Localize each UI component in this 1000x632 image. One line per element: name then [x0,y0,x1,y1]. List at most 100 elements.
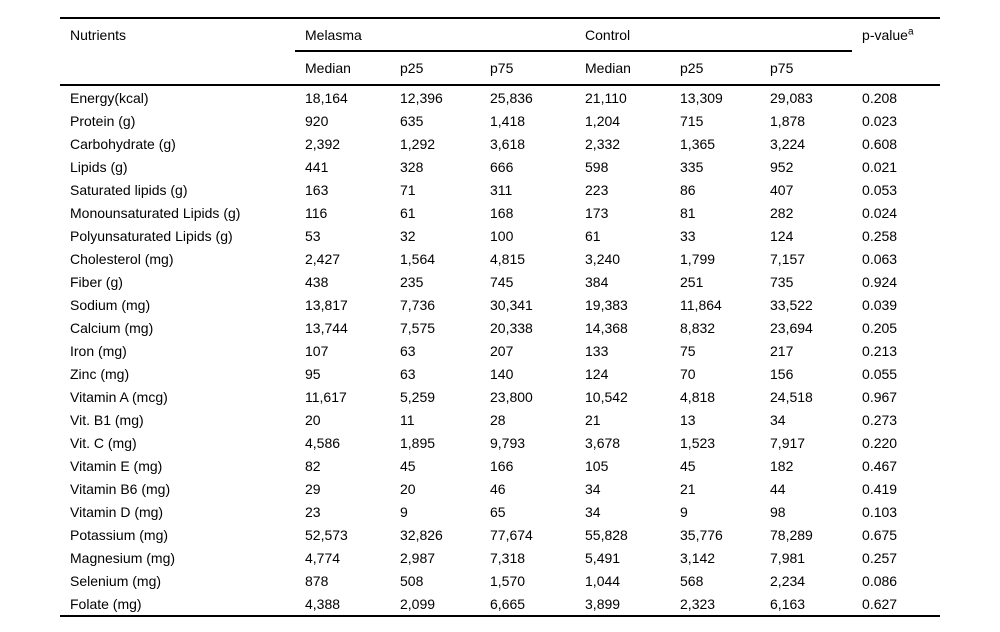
value-cell: 20 [400,480,416,497]
value-cell: 217 [770,342,794,359]
value-cell: 335 [680,158,704,175]
p-value-cell: 0.257 [862,549,898,566]
value-cell: 7,981 [770,549,806,566]
melasma-median-header: Median [295,51,390,86]
value-cell: 282 [770,204,794,221]
value-cell: 223 [585,181,609,198]
value-cell: 407 [770,181,794,198]
table-row: Protein (g) 920 635 1,418 1,204 715 1,878 0.023 [60,109,940,132]
value-cell: 920 [305,112,329,129]
value-cell: 568 [680,572,704,589]
p-value-cell: 0.419 [862,480,898,497]
value-cell: 61 [400,204,416,221]
value-cell: 33,522 [770,296,813,313]
value-cell: 163 [305,181,329,198]
nutrient-label-cell: Zinc (mg) [70,365,130,382]
value-cell: 133 [585,342,609,359]
p-value-cell: 0.039 [862,296,898,313]
value-cell: 438 [305,273,329,290]
p-value-cell: 0.675 [862,526,898,543]
footnote-marker: a [907,26,914,38]
value-cell: 21 [585,411,601,428]
table-row: Cholesterol (mg) 2,427 1,564 4,815 3,240 1,79… [60,247,940,270]
empty-subheader-cell [852,51,941,86]
melasma-p75-header: p75 [480,51,576,86]
value-cell: 9 [680,503,688,520]
value-cell: 1,878 [770,112,806,129]
p-value-cell: 0.273 [862,411,898,428]
value-cell: 140 [490,365,514,382]
p-value-cell: 0.467 [862,457,898,474]
value-cell: 4,586 [305,434,341,451]
value-cell: 20 [305,411,321,428]
value-cell: 25,836 [490,89,533,106]
value-cell: 2,427 [305,250,341,267]
table-row: Vitamin E (mg) 82 45 166 105 45 182 0.467 [60,454,940,477]
value-cell: 30,341 [490,296,533,313]
value-cell: 251 [680,273,704,290]
value-cell: 95 [305,365,321,382]
value-cell: 7,736 [400,296,436,313]
table-row: Folate (mg) 4,388 2,099 6,665 3,899 2,323 6,16… [60,592,940,616]
p-value-cell: 0.023 [862,112,898,129]
table-row: Polyunsaturated Lipids (g) 53 32 100 61 33 124… [60,224,940,247]
nutrients-column-header: Nutrients [70,27,127,43]
value-cell: 20,338 [490,319,533,336]
value-cell: 107 [305,342,329,359]
value-cell: 12,396 [400,89,443,106]
value-cell: 86 [680,181,696,198]
value-cell: 173 [585,204,609,221]
p-value-cell: 0.063 [862,250,898,267]
value-cell: 508 [400,572,424,589]
value-cell: 77,674 [490,526,533,543]
value-cell: 235 [400,273,424,290]
empty-subheader-cell [60,51,295,86]
nutrient-label-cell: Energy(kcal) [70,89,149,106]
value-cell: 63 [400,365,416,382]
nutrient-label-cell: Carbohydrate (g) [70,135,176,152]
table-body: Energy(kcal) 18,164 12,396 25,836 21,110 13,3… [60,85,940,616]
value-cell: 7,575 [400,319,436,336]
value-cell: 1,204 [585,112,621,129]
value-cell: 24,518 [770,388,813,405]
value-cell: 46 [490,480,506,497]
value-cell: 29,083 [770,89,813,106]
nutrient-label-cell: Vitamin A (mcg) [70,388,168,405]
table-row: Potassium (mg) 52,573 32,826 77,674 55,828 35… [60,523,940,546]
value-cell: 124 [770,227,794,244]
nutrient-label-cell: Sodium (mg) [70,296,151,313]
value-cell: 28 [490,411,506,428]
p-value-cell: 0.086 [862,572,898,589]
value-cell: 45 [400,457,416,474]
value-cell: 124 [585,365,609,382]
table-row: Selenium (mg) 878 508 1,570 1,044 568 2,234 0.0… [60,569,940,592]
nutrient-label-cell: Lipids (g) [70,158,128,175]
value-cell: 53 [305,227,321,244]
p-value-cell: 0.220 [862,434,898,451]
value-cell: 34 [585,503,601,520]
value-cell: 116 [305,204,328,221]
value-cell: 34 [585,480,601,497]
nutrient-label-cell: Folate (mg) [70,595,142,612]
value-cell: 156 [770,365,794,382]
value-cell: 207 [490,342,514,359]
table-row: Monounsaturated Lipids (g) 116 61 168 173 81 2… [60,201,940,224]
p-value-cell: 0.213 [862,342,898,359]
value-cell: 441 [305,158,329,175]
value-cell: 29 [305,480,321,497]
value-cell: 13,744 [305,319,348,336]
p-value-label: p-value [862,27,908,43]
value-cell: 3,142 [680,549,716,566]
table-row: Carbohydrate (g) 2,392 1,292 3,618 2,332 1,36… [60,132,940,155]
nutrient-label-cell: Vitamin E (mg) [70,457,163,474]
nutrient-label-cell: Polyunsaturated Lipids (g) [70,227,233,244]
value-cell: 635 [400,112,424,129]
value-cell: 3,618 [490,135,526,152]
nutrient-label-cell: Selenium (mg) [70,572,162,589]
value-cell: 1,564 [400,250,436,267]
value-cell: 6,665 [490,595,526,612]
nutrient-label-cell: Magnesium (mg) [70,549,176,566]
table-row: Vitamin D (mg) 23 9 65 34 9 98 0.103 [60,500,940,523]
value-cell: 98 [770,503,786,520]
value-cell: 1,895 [400,434,436,451]
